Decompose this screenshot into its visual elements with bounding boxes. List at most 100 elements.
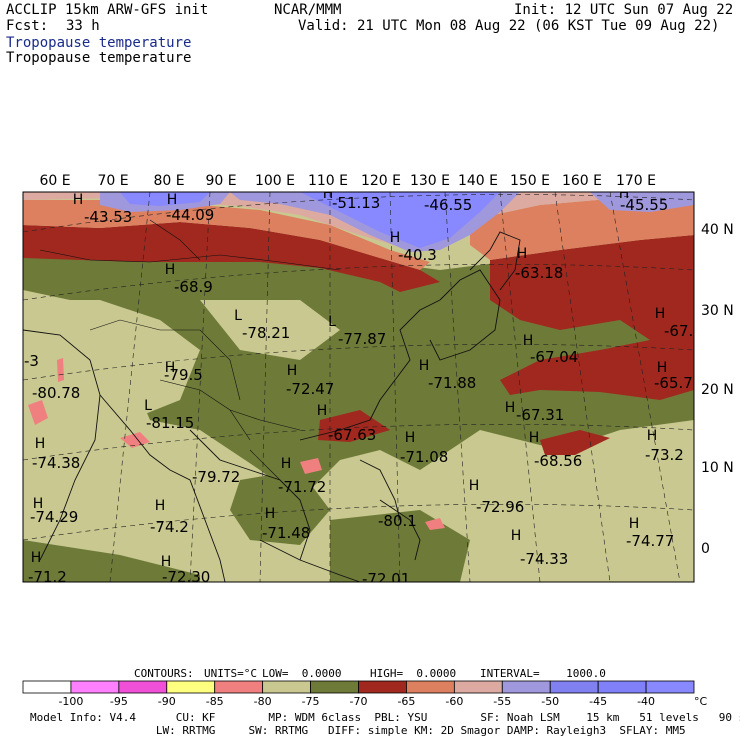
extremum-mark: H bbox=[35, 436, 46, 452]
fcst-value: 33 h bbox=[66, 18, 100, 34]
longitude-labels: 60 E 70 E 80 E 90 E 100 E 110 E 120 E 130 E 140 … bbox=[39, 173, 656, 189]
contours-label: CONTOURS: bbox=[134, 667, 194, 680]
extremum-value: -51.13 bbox=[332, 194, 380, 212]
colorbar bbox=[22, 680, 695, 694]
extremum-mark: H bbox=[317, 403, 328, 419]
field-cold-spot-2 bbox=[120, 432, 150, 448]
lon-label: 100 E bbox=[255, 173, 295, 189]
field-salmon-north bbox=[23, 200, 430, 270]
lon-label: 140 E bbox=[458, 173, 498, 189]
lon-label: 150 E bbox=[510, 173, 550, 189]
extremum-value: -71.72 bbox=[278, 478, 326, 496]
extremum-value: -72.47 bbox=[286, 380, 334, 398]
model-info-line-2: LW: RRTMG SW: RRTMG DIFF: simple KM: 2D … bbox=[30, 724, 686, 737]
colorbar-swatch bbox=[70, 680, 120, 694]
lon-label: 110 E bbox=[308, 173, 348, 189]
extremum-value: -81.15 bbox=[146, 414, 194, 432]
field-lavender-east bbox=[590, 192, 694, 212]
extremum-mark: H bbox=[281, 456, 292, 472]
lon-label: 170 E bbox=[616, 173, 656, 189]
low-label: LOW= 0.0000 bbox=[262, 667, 342, 680]
lon-label: 80 E bbox=[153, 173, 184, 189]
field-title-primary: Tropopause temperature bbox=[6, 35, 192, 51]
field-brick-red-north bbox=[23, 222, 440, 292]
field-dark-olive-sw bbox=[23, 540, 200, 582]
extremum-mark: H bbox=[155, 498, 166, 514]
extremum-value: -71.48 bbox=[262, 524, 310, 542]
field-brick-red-china bbox=[318, 410, 390, 442]
colorbar-tick-label: -50 bbox=[541, 695, 559, 708]
colorbar-tick-label: -95 bbox=[110, 695, 128, 708]
borders bbox=[39, 219, 341, 491]
extremum-mark: H bbox=[517, 246, 528, 262]
colorbar-tick-label: -85 bbox=[206, 695, 224, 708]
extrema-annotations: H-43.53H-44.09H-51.13 -46.55H-45.55H-40.3… bbox=[24, 186, 702, 588]
extremum-mark: H bbox=[657, 360, 668, 376]
lat-label: 0 bbox=[701, 541, 710, 557]
init-time: Init: 12 UTC Sun 07 Aug 22 bbox=[514, 2, 734, 18]
colorbar-tick-label: -45 bbox=[589, 695, 607, 708]
field-brick-red-east bbox=[540, 430, 610, 455]
extremum-value: -74.29 bbox=[30, 508, 78, 526]
colorbar-tick-label: -65 bbox=[397, 695, 415, 708]
extremum-mark: H bbox=[405, 430, 416, 446]
colorbar-swatch bbox=[453, 680, 503, 694]
extremum-mark: H bbox=[469, 478, 480, 494]
colorbar-tick-label: -75 bbox=[302, 695, 320, 708]
lat-label: 30 N bbox=[701, 303, 734, 319]
extremum-value: -79.72 bbox=[192, 468, 240, 486]
extremum-mark: H bbox=[165, 262, 176, 278]
colorbar-swatch bbox=[310, 680, 359, 694]
extremum-mark: H bbox=[265, 506, 276, 522]
field-dark-olive-indochina bbox=[230, 470, 330, 545]
extremum-value: -46.55 bbox=[424, 196, 472, 214]
extremum-mark: H bbox=[511, 528, 522, 544]
extremum-value: -44.09 bbox=[166, 206, 214, 224]
extremum-value: -72.01 bbox=[362, 570, 410, 588]
field-brick-red-pacific bbox=[490, 235, 694, 400]
org-label: NCAR/MMM bbox=[274, 2, 342, 18]
extremum-value: -74.33 bbox=[520, 550, 568, 568]
extremum-value: -68.56 bbox=[534, 452, 582, 470]
extremum-mark: L bbox=[328, 314, 336, 330]
lat-label: 40 N bbox=[701, 222, 734, 238]
field-pale-olive-india bbox=[23, 300, 200, 420]
lon-label: 130 E bbox=[410, 173, 450, 189]
extremum-mark: H bbox=[505, 400, 516, 416]
extremum-mark: H bbox=[165, 360, 176, 376]
extremum-mark: H bbox=[161, 554, 172, 570]
extremum-mark: H bbox=[647, 428, 658, 444]
field-title-secondary: Tropopause temperature bbox=[6, 50, 192, 66]
fcst-label: Fcst: bbox=[6, 18, 49, 34]
extremum-value: -74.77 bbox=[626, 532, 674, 550]
lon-label: 160 E bbox=[562, 173, 602, 189]
extremum-value: -67.31 bbox=[516, 406, 564, 424]
field-cold-spot-5 bbox=[57, 358, 64, 382]
extremum-value: -74.38 bbox=[32, 454, 80, 472]
extremum-value: -68.9 bbox=[174, 278, 213, 296]
extremum-value: -74.2 bbox=[150, 518, 189, 536]
colorbar-swatch bbox=[645, 680, 695, 694]
extremum-mark: H bbox=[390, 230, 401, 246]
extremum-mark: H bbox=[323, 186, 334, 202]
extremum-mark: H bbox=[167, 192, 178, 208]
temperature-field: H-43.53H-44.09H-51.13 -46.55H-45.55H-40.3… bbox=[23, 186, 702, 588]
extremum-value: -67.63 bbox=[328, 426, 376, 444]
colorbar-swatch bbox=[597, 680, 647, 694]
extremum-value: -78.21 bbox=[242, 324, 290, 342]
colorbar-swatch bbox=[358, 680, 407, 694]
extremum-value: -80.78 bbox=[32, 384, 80, 402]
extremum-mark: H bbox=[287, 363, 298, 379]
colorbar-unit: °C bbox=[694, 695, 708, 708]
extremum-mark: L bbox=[234, 308, 242, 324]
extremum-value: -65.71 bbox=[654, 374, 702, 392]
extremum-mark: H bbox=[419, 358, 430, 374]
colorbar-tick-label: -60 bbox=[445, 695, 463, 708]
colorbar-tick-label: -80 bbox=[254, 695, 272, 708]
field-salmon-pacific bbox=[470, 196, 694, 260]
extremum-value: -71.88 bbox=[428, 374, 476, 392]
extremum-mark: H bbox=[655, 306, 666, 322]
lon-label: 120 E bbox=[361, 173, 401, 189]
lon-label: 90 E bbox=[205, 173, 236, 189]
